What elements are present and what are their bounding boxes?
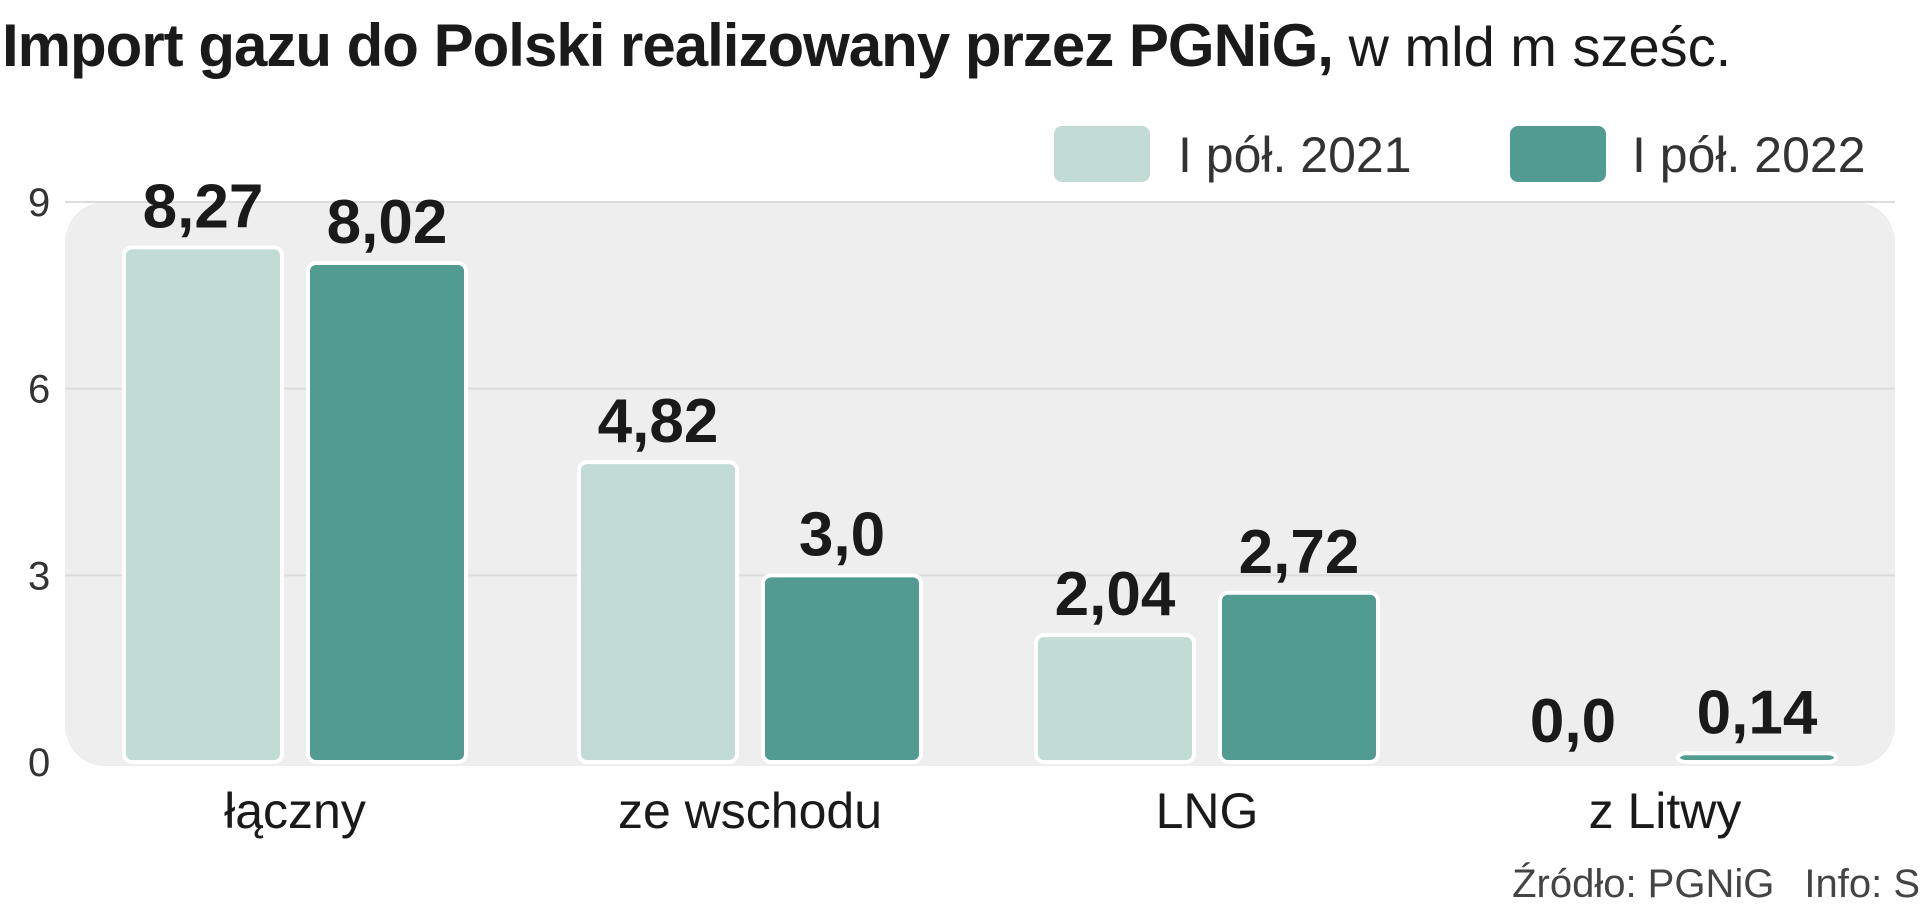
category-label: łączny: [224, 783, 366, 839]
data-label: 0,14: [1697, 678, 1818, 747]
plot-background: [65, 202, 1895, 766]
chart-title-main: Import gazu do Polski realizowany przez …: [2, 12, 1334, 79]
bar-2022-0: [306, 260, 468, 764]
info-text: Info: S: [1804, 862, 1920, 906]
source-note: Źródło: PGNiG Info: S: [1482, 862, 1920, 907]
data-label: 0,0: [1530, 687, 1616, 756]
bar-2022-3: [1676, 751, 1838, 764]
category-label: z Litwy: [1589, 783, 1742, 839]
bar-2021-0: [122, 245, 284, 764]
bar-2021-2: [1034, 633, 1196, 764]
legend-label: I pół. 2021: [1178, 127, 1412, 183]
data-label: 4,82: [598, 387, 719, 456]
data-labels: 8,27 8,02 4,82 3,0 2,04 2,72 0,0 0,14: [143, 172, 1818, 756]
y-axis: 0 3 6 9: [28, 181, 50, 785]
data-label: 3,0: [799, 500, 885, 569]
x-axis: łączny ze wschodu LNG z Litwy: [224, 783, 1741, 839]
legend-label: I pół. 2022: [1632, 127, 1866, 183]
category-label: LNG: [1156, 783, 1259, 839]
y-tick-label: 0: [28, 741, 50, 785]
y-tick-label: 6: [28, 368, 50, 412]
bars: [122, 245, 1838, 764]
bar-2022-2: [1218, 590, 1380, 764]
legend: I pół. 2021 I pół. 2022: [1050, 122, 1866, 186]
source-text: Źródło: PGNiG: [1512, 862, 1775, 906]
plot-area: [65, 202, 1895, 766]
data-label: 2,04: [1055, 560, 1176, 629]
chart-title: Import gazu do Polski realizowany przez …: [2, 6, 1731, 95]
legend-swatch-2021: [1050, 122, 1154, 186]
legend-swatch-2022: [1506, 122, 1610, 186]
category-label: ze wschodu: [618, 783, 882, 839]
data-label: 8,02: [327, 188, 448, 257]
data-label: 8,27: [143, 172, 264, 241]
data-label: 2,72: [1239, 518, 1360, 587]
y-tick-label: 3: [28, 554, 50, 598]
chart-title-unit: w mld m sześc.: [1332, 15, 1732, 78]
bar-2022-1: [761, 573, 923, 764]
y-tick-label: 9: [28, 181, 50, 225]
bar-2021-1: [577, 460, 739, 764]
